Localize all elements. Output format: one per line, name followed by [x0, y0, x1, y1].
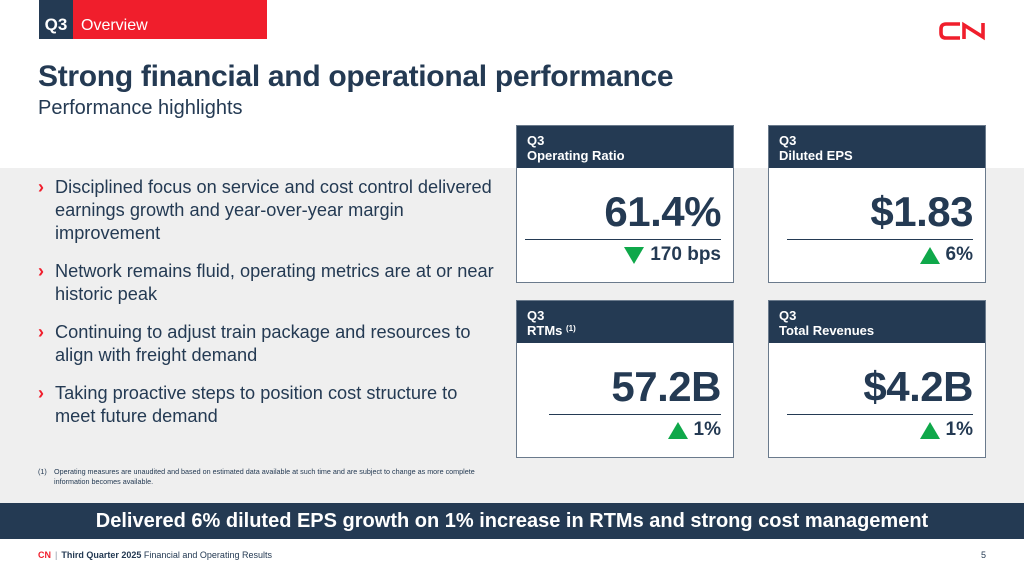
page-subtitle: Performance highlights — [38, 97, 243, 119]
card-operating-ratio: Q3 Operating Ratio 61.4% 170 bps — [516, 125, 734, 283]
key-message-banner: Delivered 6% diluted EPS growth on 1% in… — [0, 503, 1024, 539]
chevron-right-icon: › — [38, 177, 44, 197]
card-header: Q3 Diluted EPS — [769, 126, 985, 168]
card-diluted-eps: Q3 Diluted EPS $1.83 6% — [768, 125, 986, 283]
list-item: › Disciplined focus on service and cost c… — [38, 177, 492, 243]
triangle-up-icon — [667, 421, 688, 439]
card-divider — [787, 239, 973, 240]
footer-text: Financial and Operating Results — [143, 550, 272, 560]
chevron-right-icon: › — [38, 383, 44, 403]
footer-brand: CN — [38, 550, 51, 560]
card-change: 1% — [667, 419, 721, 441]
card-divider — [525, 239, 721, 240]
footnote-ref: (1) — [566, 324, 576, 333]
card-divider — [549, 414, 721, 415]
list-item: › Network remains fluid, operating metric… — [38, 261, 494, 304]
card-change: 6% — [919, 244, 973, 266]
card-value: $1.83 — [870, 188, 973, 235]
card-value: $4.2B — [863, 363, 973, 410]
card-header: Q3 RTMs (1) — [517, 301, 733, 343]
footer-period: Third Quarter 2025 — [61, 550, 142, 560]
page-number: 5 — [981, 550, 987, 560]
footnote: (1) Operating measures are unaudited and… — [38, 467, 475, 486]
section-tag: Q3 Overview — [39, 0, 267, 39]
section-quarter: Q3 — [39, 0, 73, 39]
card-divider — [787, 414, 973, 415]
card-header: Q3 Total Revenues — [769, 301, 985, 343]
triangle-down-icon — [624, 246, 645, 264]
footer: CN | Third Quarter 2025 Financial and Oper… — [38, 550, 272, 560]
cn-logo — [939, 21, 985, 41]
list-item: › Taking proactive steps to position cost… — [38, 383, 458, 426]
chevron-right-icon: › — [38, 322, 44, 342]
page-title: Strong financial and operational perform… — [38, 60, 674, 93]
list-item: › Continuing to adjust train package and … — [38, 322, 471, 365]
highlights-list: › Disciplined focus on service and cost c… — [38, 176, 498, 443]
card-total-revenues: Q3 Total Revenues $4.2B 1% — [768, 300, 986, 458]
section-label: Overview — [73, 0, 267, 39]
card-rtms: Q3 RTMs (1) 57.2B 1% — [516, 300, 734, 458]
triangle-up-icon — [919, 246, 940, 264]
card-header: Q3 Operating Ratio — [517, 126, 733, 168]
card-value: 57.2B — [611, 363, 721, 410]
chevron-right-icon: › — [38, 261, 44, 281]
card-change: 1% — [919, 419, 973, 441]
card-value: 61.4% — [604, 188, 721, 235]
triangle-up-icon — [919, 421, 940, 439]
footer-separator: | — [55, 550, 58, 560]
card-change: 170 bps — [624, 244, 721, 266]
